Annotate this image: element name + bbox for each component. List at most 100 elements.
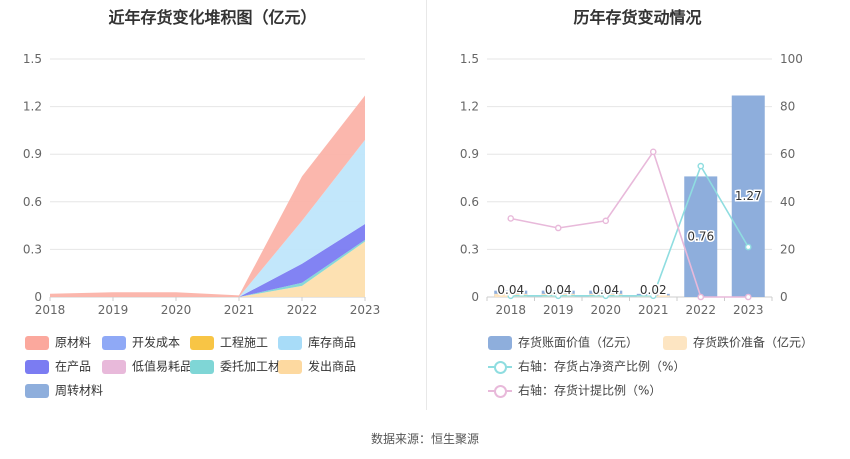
bar-line-chart: 0 0.3 0.6 0.9 1.2 1.5 0 20 40 60 80 100 2018 2019 2020… xyxy=(460,52,803,317)
line-series xyxy=(510,150,749,298)
line-point xyxy=(602,217,610,225)
bar-value-label: 1.27 xyxy=(735,189,762,203)
legend-swatch xyxy=(190,335,214,350)
area-series xyxy=(50,139,365,297)
legend-label: 低值易耗品 xyxy=(132,359,193,374)
bar-value-label: 0.04 xyxy=(497,283,524,297)
legend-swatch xyxy=(488,384,512,398)
line-point xyxy=(507,292,515,300)
legend-swatch xyxy=(488,360,512,374)
area-series xyxy=(50,241,365,297)
y-tick-label: 1.2 xyxy=(23,100,42,114)
right-chart-title: 历年存货变动情况 xyxy=(573,8,702,27)
x-tick-label: 2019 xyxy=(98,303,129,317)
chart-divider xyxy=(426,0,427,410)
line-point xyxy=(554,292,562,300)
line-point xyxy=(602,292,610,300)
y2-tick-label: 60 xyxy=(780,147,795,161)
legend-swatch xyxy=(278,359,302,374)
x-tick-label: 2021 xyxy=(638,303,669,317)
x-tick-label: 2020 xyxy=(161,303,192,317)
x-tick-label: 2022 xyxy=(685,303,716,317)
legend-swatch xyxy=(278,335,302,350)
bar-value-label: 0.04 xyxy=(545,283,572,297)
legend-label: 发出商品 xyxy=(308,359,357,374)
line-point xyxy=(649,292,657,300)
legend-label: 库存商品 xyxy=(308,335,357,350)
legend-item[interactable]: 在产品 xyxy=(25,358,91,374)
bar-value-label: 0.76 xyxy=(687,230,714,244)
x-tick-label: 2018 xyxy=(495,303,526,317)
line-point xyxy=(697,162,705,170)
legend-swatch xyxy=(25,359,49,374)
legend-label: 原材料 xyxy=(55,335,92,350)
legend-label: 存货账面价值（亿元） xyxy=(518,335,639,350)
source-footnote: 数据来源：恒生聚源 xyxy=(370,432,479,446)
legend-item[interactable]: 委托加工材料 xyxy=(190,358,292,374)
legend-swatch xyxy=(488,335,512,350)
legend-item[interactable]: 库存商品 xyxy=(278,334,356,350)
x-tick-label: 2021 xyxy=(224,303,255,317)
legend-item[interactable]: 原材料 xyxy=(25,334,91,350)
line-point xyxy=(507,215,515,222)
legend-label: 工程施工 xyxy=(220,335,269,350)
x-tick-label: 2019 xyxy=(543,303,574,317)
y-tick-label: 0.9 xyxy=(460,147,479,161)
y2-tick-label: 20 xyxy=(780,242,795,256)
y-tick-label: 0.9 xyxy=(23,147,42,161)
stacked-area-chart: 0 0.3 0.6 0.9 1.2 1.5 2018 2019 2020 2021 2022 2023 xyxy=(23,52,381,317)
legend-swatch xyxy=(663,335,687,350)
legend-item[interactable]: 存货账面价值（亿元） xyxy=(488,334,638,350)
legend-item[interactable]: 右轴：存货计提比例（%） xyxy=(488,382,661,398)
y-tick-label: 0 xyxy=(471,290,479,304)
bar-value-label: 0.02 xyxy=(640,283,667,297)
legend-label: 在产品 xyxy=(55,359,92,374)
y-tick-label: 0 xyxy=(34,290,42,304)
line-series xyxy=(510,164,749,297)
legend-item[interactable]: 工程施工 xyxy=(190,334,268,350)
area-series xyxy=(50,224,365,297)
legend-item[interactable]: 周转材料 xyxy=(25,382,103,398)
line-point xyxy=(744,293,752,301)
legend-swatch xyxy=(25,335,49,350)
x-tick-label: 2020 xyxy=(590,303,621,317)
y-tick-label: 0.3 xyxy=(460,242,479,256)
y2-tick-label: 40 xyxy=(780,195,795,209)
line-point xyxy=(744,243,752,251)
bar xyxy=(731,95,765,297)
legend-label: 委托加工材料 xyxy=(220,359,293,374)
x-tick-label: 2022 xyxy=(287,303,318,317)
legend-swatch xyxy=(190,359,214,374)
bar-value-label: 0.04 xyxy=(592,283,619,297)
legend-label: 存货跌价准备（亿元） xyxy=(693,335,814,350)
y-tick-label: 0.6 xyxy=(23,195,42,209)
line-point xyxy=(649,148,657,156)
y-tick-label: 1.2 xyxy=(460,100,479,114)
legend-label: 右轴：存货计提比例（%） xyxy=(518,383,662,398)
x-tick-label: 2023 xyxy=(733,303,764,317)
y2-tick-label: 0 xyxy=(780,290,788,304)
y2-tick-label: 80 xyxy=(780,100,795,114)
y-tick-label: 0.3 xyxy=(23,242,42,256)
y-tick-label: 0.6 xyxy=(460,195,479,209)
y2-tick-label: 100 xyxy=(780,52,803,66)
line-point xyxy=(554,224,562,232)
y-tick-label: 1.5 xyxy=(23,52,42,66)
legend-label: 右轴：存货占净资产比例（%） xyxy=(518,359,686,374)
x-tick-label: 2023 xyxy=(350,303,381,317)
area-series xyxy=(50,95,365,297)
x-tick-label: 2018 xyxy=(35,303,66,317)
legend-item[interactable]: 存货跌价准备（亿元） xyxy=(663,334,813,350)
line-point xyxy=(697,293,705,301)
left-chart-title: 近年存货变化堆积图（亿元） xyxy=(108,8,317,27)
legend-swatch xyxy=(102,335,126,350)
legend-item[interactable]: 开发成本 xyxy=(102,334,180,350)
legend-swatch xyxy=(25,383,49,398)
legend-swatch xyxy=(102,359,126,374)
legend-item[interactable]: 右轴：存货占净资产比例（%） xyxy=(488,358,685,374)
legend-label: 开发成本 xyxy=(132,335,181,350)
legend-label: 周转材料 xyxy=(55,383,104,398)
legend-item[interactable]: 发出商品 xyxy=(278,358,356,374)
legend-item[interactable]: 低值易耗品 xyxy=(102,358,192,374)
y-tick-label: 1.5 xyxy=(460,52,479,66)
